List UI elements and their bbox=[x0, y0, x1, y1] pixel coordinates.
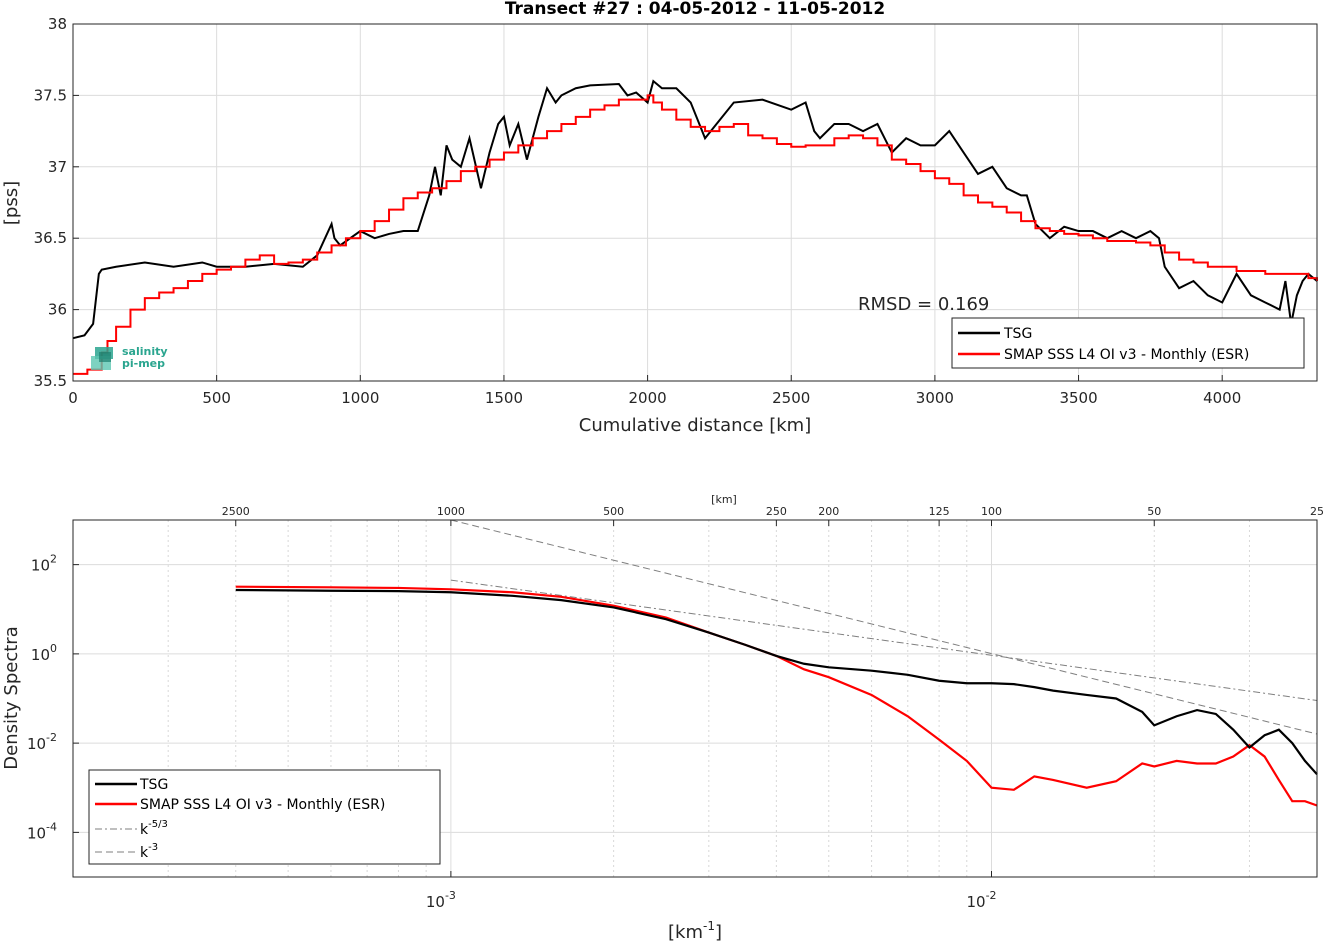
k3-reference-line bbox=[450, 519, 1318, 735]
top-y-tick-label: 36.5 bbox=[34, 229, 67, 247]
top-axis-tick-label: 500 bbox=[603, 505, 624, 518]
top-grid bbox=[73, 24, 1317, 381]
top-x-tick-label: 4000 bbox=[1203, 389, 1241, 407]
top-legend: TSG SMAP SSS L4 OI v3 - Monthly (ESR) bbox=[951, 317, 1305, 369]
legend2-tsg-label: TSG bbox=[139, 777, 168, 793]
top-y-tick-label: 36 bbox=[48, 301, 67, 319]
bottom-tick-labels: 10-3 10-2 102 100 10-2 10-4 2500 1000 500 250 200 1… bbox=[27, 505, 1324, 911]
k53-reference-line bbox=[450, 579, 1318, 702]
legend2-k53-label: k-5/3 bbox=[140, 819, 168, 838]
top-y-tick-label: 35.5 bbox=[34, 372, 67, 390]
top-x-tick-label: 3000 bbox=[916, 389, 954, 407]
logo-line-1: salinity bbox=[122, 345, 168, 358]
bottom-plot-frame bbox=[72, 519, 1318, 878]
top-axis-tick-label: 2500 bbox=[222, 505, 250, 518]
legend2-k3-label: k-3 bbox=[140, 842, 158, 861]
transect-chart: Transect #27 : 04-05-2012 - 11-05-2012 0… bbox=[1, 0, 1318, 436]
legend-smap-label: SMAP SSS L4 OI v3 - Monthly (ESR) bbox=[1004, 347, 1249, 363]
legend2-smap-label: SMAP SSS L4 OI v3 - Monthly (ESR) bbox=[140, 797, 385, 813]
top-axis-tick-label: 25 bbox=[1310, 505, 1324, 518]
top-x-tick-label: 2000 bbox=[629, 389, 667, 407]
top-axis-tick-label: 200 bbox=[818, 505, 839, 518]
top-x-tick-label: 0 bbox=[68, 389, 78, 407]
top-axis-tick-label: 50 bbox=[1147, 505, 1161, 518]
spectra-y-axis-label: Density Spectra bbox=[1, 626, 22, 769]
y-axis-label: [pss] bbox=[1, 181, 22, 225]
tsg-series-line bbox=[72, 79, 1318, 340]
smap-series-line bbox=[73, 94, 1318, 375]
top-y-tick-label: 37 bbox=[48, 158, 67, 176]
top-axis-label: [km] bbox=[711, 493, 737, 506]
top-axis-tick-label: 100 bbox=[981, 505, 1002, 518]
top-x-tick-label: 2500 bbox=[772, 389, 810, 407]
top-series bbox=[72, 79, 1318, 375]
bottom-series bbox=[235, 519, 1318, 807]
top-y-tick-label: 37.5 bbox=[34, 86, 67, 104]
x-axis-label: Cumulative distance [km] bbox=[579, 415, 811, 436]
tsg-spectrum-line bbox=[235, 588, 1318, 776]
bottom-x-tick-label: 10-2 bbox=[966, 889, 996, 911]
top-y-tick-label: 38 bbox=[48, 15, 67, 33]
top-plot-frame bbox=[72, 23, 1318, 382]
bottom-y-tick-label: 10-4 bbox=[27, 820, 57, 842]
top-x-tick-label: 500 bbox=[202, 389, 231, 407]
top-axis-tick-label: 125 bbox=[929, 505, 950, 518]
legend-tsg-label: TSG bbox=[1003, 326, 1032, 342]
top-x-tick-label: 1500 bbox=[485, 389, 523, 407]
spectra-x-axis-label: [km-1] bbox=[668, 919, 722, 942]
bottom-y-tick-label: 10-2 bbox=[27, 731, 57, 753]
smap-spectrum-line bbox=[235, 585, 1318, 807]
top-x-tick-label: 3500 bbox=[1059, 389, 1097, 407]
spectra-chart: 10-3 10-2 102 100 10-2 10-4 2500 1000 500 250 200 1… bbox=[1, 493, 1324, 942]
top-tick-labels: 0 500 1000 1500 2000 2500 3000 3500 4000 35.5 36 36… bbox=[34, 15, 1242, 407]
bottom-grid bbox=[73, 520, 1317, 877]
bottom-y-tick-label: 100 bbox=[31, 642, 57, 664]
top-axis-tick-label: 1000 bbox=[437, 505, 465, 518]
bottom-legend: TSG SMAP SSS L4 OI v3 - Monthly (ESR) k-… bbox=[88, 769, 441, 865]
logo-line-2: pi-mep bbox=[122, 357, 165, 370]
salinity-pi-mep-logo: salinity pi-mep bbox=[91, 345, 168, 370]
top-x-tick-label: 1000 bbox=[341, 389, 379, 407]
bottom-y-tick-label: 102 bbox=[31, 553, 57, 575]
chart-title: Transect #27 : 04-05-2012 - 11-05-2012 bbox=[505, 0, 885, 19]
rmsd-annotation: RMSD = 0.169 bbox=[858, 294, 989, 315]
bottom-x-tick-label: 10-3 bbox=[426, 889, 456, 911]
top-axis-tick-label: 250 bbox=[766, 505, 787, 518]
